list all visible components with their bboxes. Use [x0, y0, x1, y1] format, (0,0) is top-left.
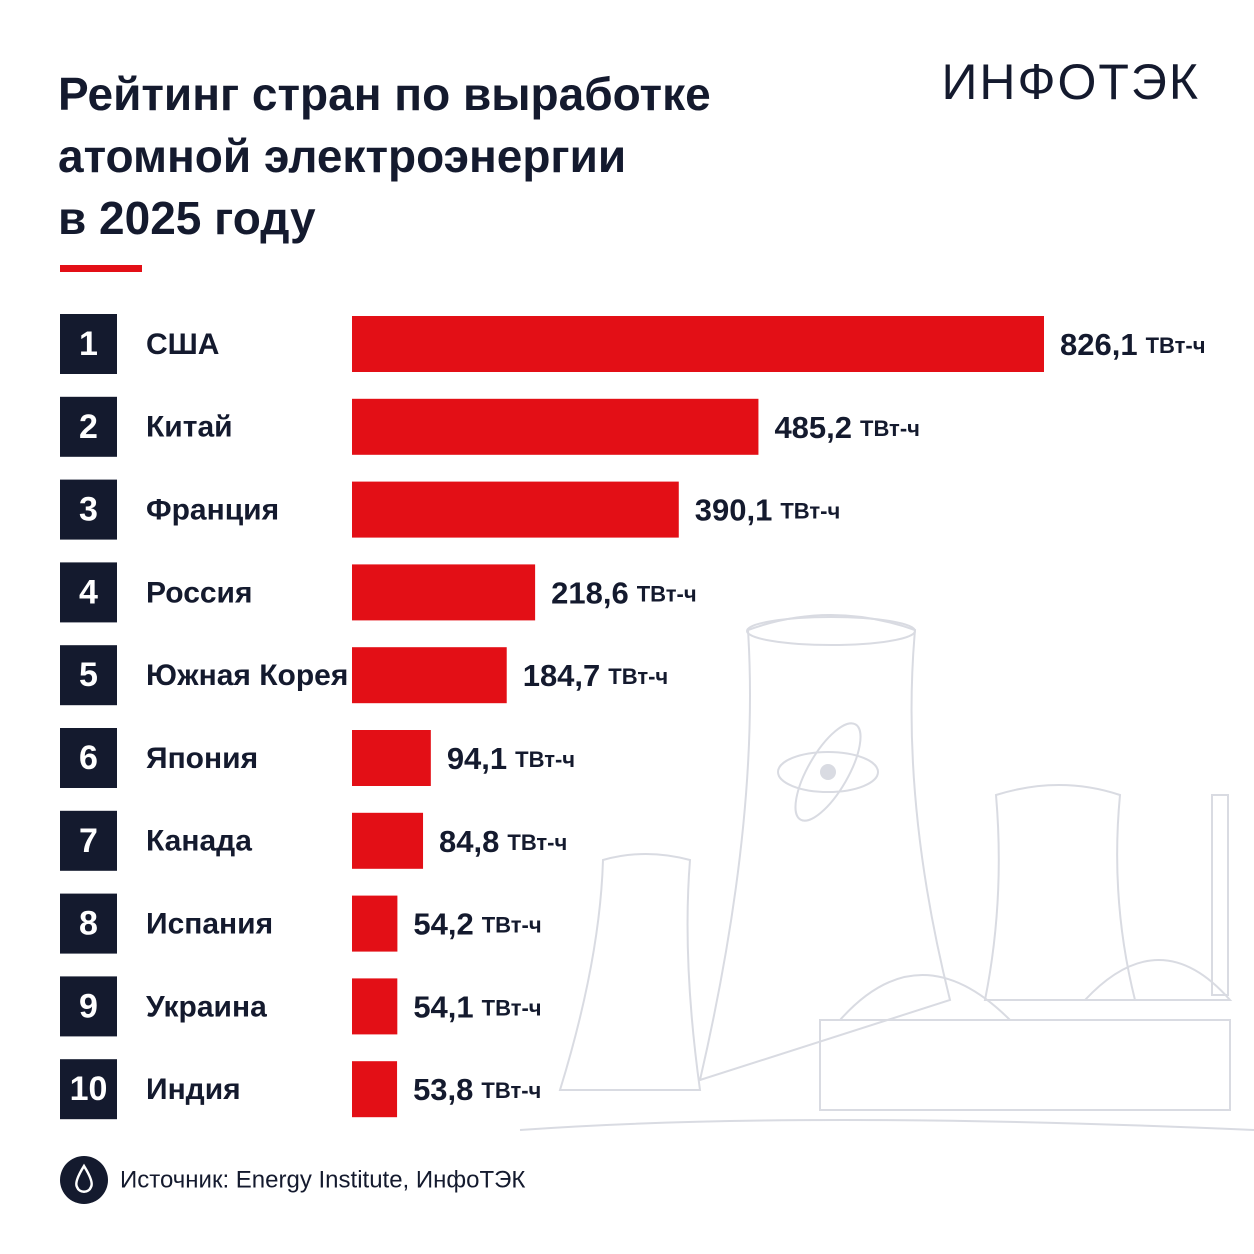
- bar: [352, 978, 398, 1035]
- bar: [352, 564, 536, 621]
- value-label: 54,2 ТВт-ч: [413, 907, 541, 942]
- bar: [352, 316, 1044, 372]
- source-icon: [60, 1156, 108, 1204]
- bar: [352, 1061, 398, 1118]
- value-label: 54,1 ТВт-ч: [413, 990, 541, 1025]
- value-unit: ТВт-ч: [481, 1078, 541, 1103]
- value-label: 53,8 ТВт-ч: [413, 1072, 541, 1107]
- value-unit: ТВт-ч: [637, 581, 697, 606]
- rank-box: [60, 562, 117, 623]
- rank-label: 3: [79, 491, 98, 529]
- category-label: Китай: [146, 411, 233, 444]
- rank-box: [60, 1059, 117, 1120]
- value-label: 390,1 ТВт-ч: [695, 493, 841, 528]
- chart-title: Рейтинг стран по выработке: [58, 68, 711, 120]
- category-label: Япония: [146, 742, 258, 775]
- rank-box: [60, 479, 117, 540]
- category-label: Россия: [146, 576, 253, 609]
- value-label: 218,6 ТВт-ч: [551, 576, 697, 611]
- value-number: 84,8: [439, 824, 499, 859]
- bar: [352, 730, 431, 786]
- value-label: 84,8 ТВт-ч: [439, 824, 567, 859]
- source: Источник: Energy Institute, ИнфоТЭК: [120, 1166, 525, 1193]
- value-number: 485,2: [774, 410, 852, 445]
- value-number: 218,6: [551, 576, 629, 611]
- bar: [352, 398, 759, 455]
- rank-label: 8: [79, 905, 98, 943]
- value-unit: ТВт-ч: [608, 664, 668, 689]
- category-label: США: [146, 328, 219, 361]
- bar: [352, 895, 398, 952]
- bar: [352, 812, 424, 869]
- category-label: Индия: [146, 1073, 241, 1106]
- rank-label: 10: [70, 1070, 108, 1108]
- value-number: 94,1: [447, 741, 507, 776]
- value-number: 184,7: [523, 658, 601, 693]
- title-underline: [60, 265, 142, 272]
- rank-label: 7: [79, 822, 98, 860]
- value-unit: ТВт-ч: [1146, 333, 1206, 358]
- rank-label: 4: [79, 573, 98, 611]
- chart-title: атомной электроэнергии: [58, 130, 626, 182]
- value-label: 485,2 ТВт-ч: [774, 410, 920, 445]
- bar: [352, 481, 679, 538]
- value-label: 184,7 ТВт-ч: [523, 658, 669, 693]
- rank-box: [60, 976, 117, 1037]
- rank-label: 5: [79, 656, 98, 694]
- rank-label: 2: [79, 408, 98, 446]
- category-label: Испания: [146, 908, 273, 941]
- value-unit: ТВт-ч: [482, 995, 542, 1020]
- value-unit: ТВт-ч: [860, 416, 920, 441]
- rank-box: [60, 893, 117, 954]
- chart-title: в 2025 году: [58, 192, 316, 244]
- bar: [352, 647, 507, 704]
- value-unit: ТВт-ч: [515, 747, 575, 772]
- rank-box: [60, 645, 117, 706]
- category-label: Южная Корея: [146, 659, 348, 692]
- background-illustration: [519, 614, 1254, 1131]
- logo: ИНФОТЭК: [941, 54, 1200, 110]
- value-label: 826,1 ТВт-ч: [1060, 327, 1206, 362]
- source-icon-drop: [75, 1163, 93, 1194]
- rank-label: 6: [79, 739, 98, 777]
- rank-box: [60, 314, 117, 374]
- value-number: 53,8: [413, 1072, 473, 1107]
- rank-box: [60, 728, 117, 788]
- value-number: 54,1: [413, 990, 473, 1025]
- value-unit: ТВт-ч: [507, 830, 567, 855]
- rank-box: [60, 810, 117, 871]
- value-label: 94,1 ТВт-ч: [447, 741, 575, 776]
- value-number: 826,1: [1060, 327, 1138, 362]
- value-unit: ТВт-ч: [482, 912, 542, 937]
- value-number: 54,2: [413, 907, 473, 942]
- rank-box: [60, 396, 117, 457]
- category-label: Украина: [146, 990, 267, 1023]
- value-number: 390,1: [695, 493, 773, 528]
- category-label: Канада: [146, 825, 252, 858]
- value-unit: ТВт-ч: [780, 498, 840, 523]
- rank-label: 1: [79, 325, 98, 363]
- rank-label: 9: [79, 987, 98, 1025]
- category-label: Франция: [146, 494, 279, 527]
